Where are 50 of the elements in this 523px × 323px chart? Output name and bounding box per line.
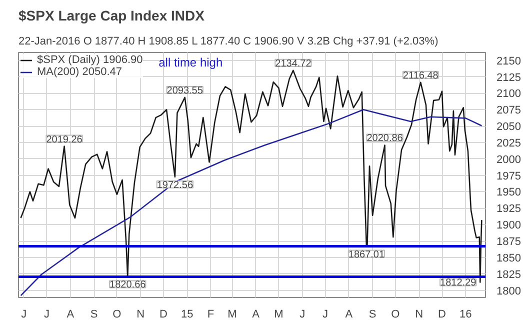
annotation: 2019.26 — [46, 134, 83, 146]
y-tick-label: 1925 — [496, 203, 521, 216]
x-tick-label: J — [21, 308, 27, 320]
chart-title: $SPX Large Cap Index INDX — [18, 8, 206, 24]
x-tick-label: J — [300, 308, 306, 320]
x-tick-label: 16 — [460, 308, 472, 320]
annotation: 2020.86 — [366, 133, 404, 144]
x-tick-label: D — [160, 308, 168, 320]
y-tick-label: 1875 — [496, 236, 521, 248]
legend-label: MA(200) 2050.47 — [37, 66, 122, 78]
annotation: all time high — [158, 56, 223, 70]
x-tick-label: J — [44, 308, 50, 320]
x-tick-label: F — [207, 308, 214, 320]
chart-subtitle: 22-Jan-2016 O 1877.40 H 1908.85 L 1877.40 C 1906.90 V 3.2B Chg +37.91 (+2.03%) — [18, 36, 438, 48]
x-tick-label: S — [90, 308, 98, 320]
x-tick-label: O — [391, 308, 400, 320]
x-tick-label: M — [228, 308, 237, 320]
annotation: 1812.29 — [440, 278, 477, 289]
y-tick-label: 2100 — [496, 88, 521, 100]
annotation: 2093.55 — [166, 85, 204, 96]
annotation: 1972.56 — [156, 180, 194, 191]
x-tick-label: A — [252, 308, 260, 320]
y-tick-label: 2125 — [496, 72, 521, 84]
y-tick-label: 2050 — [496, 121, 521, 134]
y-tick-label: 1800 — [496, 285, 521, 298]
x-tick-label: 15 — [181, 308, 194, 320]
x-tick-label: A — [345, 308, 354, 320]
x-tick-label: N — [415, 308, 424, 320]
x-tick-label: J — [322, 308, 328, 320]
annotation: 2134.72 — [275, 58, 312, 70]
x-tick-label: O — [112, 308, 122, 320]
annotation: 1820.66 — [110, 280, 146, 291]
y-tick-label: 2025 — [496, 137, 521, 150]
x-tick-label: M — [274, 308, 284, 320]
y-tick-label: 2000 — [496, 154, 521, 166]
y-tick-label: 1975 — [496, 170, 521, 182]
y-tick-label: 2075 — [496, 104, 521, 117]
y-tick-label: 1950 — [496, 186, 521, 199]
y-tick-label: 2150 — [496, 55, 521, 68]
y-tick-label: 1850 — [496, 252, 521, 264]
y-tick-label: 1825 — [496, 268, 521, 281]
annotation: 2116.48 — [402, 70, 439, 82]
legend-label: $SPX (Daily) 1906.90 — [37, 54, 143, 66]
x-tick-label: N — [136, 308, 145, 320]
x-tick-label: S — [368, 308, 376, 320]
x-tick-label: D — [438, 308, 446, 320]
annotation: 1867.01 — [348, 249, 385, 260]
y-tick-label: 1900 — [496, 220, 521, 232]
line-series — [20, 108, 482, 296]
x-tick-label: A — [66, 308, 75, 320]
